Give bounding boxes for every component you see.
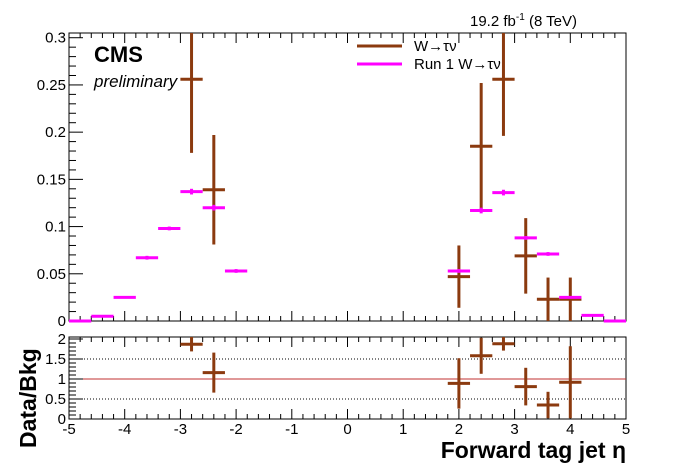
main-point-series-2 — [603, 319, 626, 323]
main-y-tick-label: 0.1 — [45, 219, 66, 236]
main-point-series-1 — [536, 277, 560, 321]
main-y-tick-label: 0.3 — [45, 30, 66, 47]
x-tick-label: -3 — [174, 421, 187, 438]
main-point-series-2 — [536, 252, 560, 256]
x-tick-label: 5 — [622, 421, 630, 438]
x-tick-label: 0 — [343, 421, 351, 438]
main-point-series-1 — [559, 277, 582, 321]
x-tick-label: 3 — [510, 421, 518, 438]
main-point-series-1 — [180, 33, 203, 153]
ratio-y-tick-label: 0 — [58, 411, 66, 428]
x-tick-label: -4 — [118, 421, 131, 438]
legend: W→τν Run 1 W→τν — [357, 38, 501, 73]
x-tick-label: 1 — [399, 421, 407, 438]
ratio-panel: 0 0.5 1 1.5 2 -5 -4 -3 -2 -1 0 1 2 3 4 5 Data/Bkg Forw… — [15, 331, 630, 463]
main-y-tick-label: 0.15 — [37, 171, 66, 188]
main-point-series-2 — [180, 188, 203, 195]
main-y-tick-label: 0.2 — [45, 124, 66, 141]
main-point-series-2 — [202, 204, 225, 211]
ratio-y-tick-label: 1 — [58, 371, 66, 388]
main-y-tick-label: 0.25 — [37, 77, 66, 94]
status-label: preliminary — [93, 72, 179, 91]
main-y-tick-label: 0.05 — [37, 266, 66, 283]
main-point-series-1 — [447, 245, 471, 308]
x-tick-label: -2 — [229, 421, 242, 438]
main-data-points — [69, 33, 626, 323]
main-point-series-2 — [559, 295, 582, 299]
main-point-series-2 — [470, 207, 493, 214]
ratio-y-ticks: 0 0.5 1 1.5 2 — [45, 331, 83, 428]
ratio-y-tick-label: 1.5 — [45, 351, 66, 368]
ratio-point-series-1 — [180, 337, 203, 352]
ratio-point-series-1 — [470, 337, 493, 374]
ratio-point-series-1 — [514, 367, 537, 406]
main-point-series-2 — [447, 269, 471, 273]
x-tick-label: -5 — [62, 421, 75, 438]
main-point-series-2 — [91, 314, 114, 318]
main-point-series-2 — [581, 313, 604, 317]
main-y-ticks: 0 0.05 0.1 0.15 0.2 0.25 0.3 — [37, 30, 83, 330]
legend-label-series-1: W→τν — [414, 38, 457, 55]
ratio-point-series-1 — [559, 346, 582, 419]
ratio-point-series-1 — [536, 391, 560, 419]
experiment-label: CMS — [94, 42, 143, 67]
ratio-point-series-1 — [447, 358, 471, 409]
main-y-tick-label: 0 — [58, 313, 66, 330]
x-axis-title: Forward tag jet η — [441, 437, 626, 463]
main-point-series-2 — [492, 189, 515, 196]
ratio-reference-lines — [69, 358, 626, 400]
main-point-series-2 — [113, 295, 136, 299]
ratio-y-axis-title: Data/Bkg — [15, 348, 41, 448]
luminosity-label: 19.2 fb-1 (8 TeV) — [470, 12, 577, 30]
main-point-series-1 — [514, 218, 537, 294]
main-point-series-2 — [224, 269, 248, 273]
legend-label-series-2: Run 1 W→τν — [414, 56, 501, 73]
main-point-series-2 — [69, 319, 92, 323]
ratio-y-tick-label: 2 — [58, 331, 66, 348]
main-point-series-1 — [492, 33, 515, 136]
main-point-series-2 — [514, 236, 537, 240]
ratio-point-series-1 — [202, 352, 225, 393]
main-point-series-1 — [470, 83, 493, 210]
main-panel: 0 0.05 0.1 0.15 0.2 0.25 0.3 CMS preliminary W… — [37, 30, 627, 330]
main-point-series-1 — [202, 134, 225, 245]
x-tick-label: -1 — [285, 421, 298, 438]
ratio-point-series-1 — [492, 337, 515, 351]
ratio-x-ticks: -5 -4 -3 -2 -1 0 1 2 3 4 5 — [62, 337, 630, 438]
ratio-y-tick-label: 0.5 — [45, 391, 66, 408]
x-tick-label: 2 — [455, 421, 463, 438]
main-point-series-2 — [135, 255, 159, 260]
main-x-ticks — [68, 33, 627, 321]
main-point-series-2 — [158, 226, 181, 231]
x-tick-label: 4 — [566, 421, 574, 438]
ratio-data-points — [180, 337, 582, 419]
